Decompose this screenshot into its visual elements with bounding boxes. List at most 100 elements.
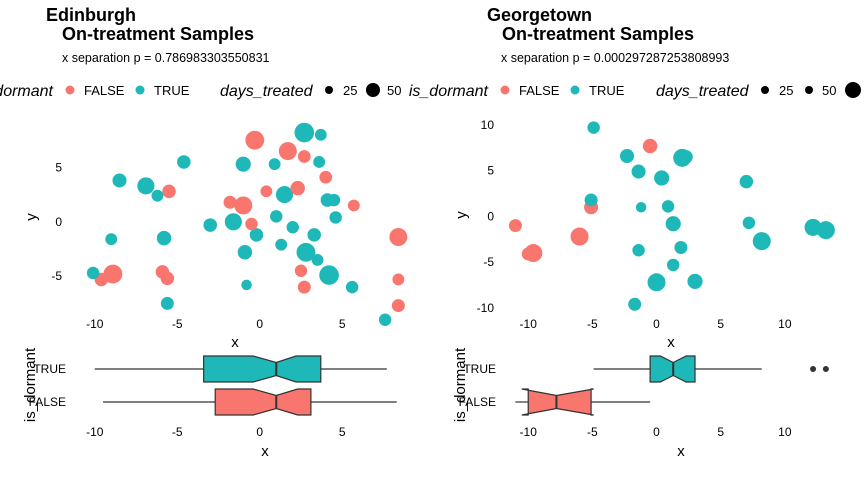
- point-dormant-false: [391, 299, 405, 313]
- legend-key-true: [570, 85, 580, 95]
- point-dormant-true: [329, 211, 342, 224]
- point-dormant-true: [268, 158, 281, 171]
- y-tick-label: -5: [483, 255, 494, 269]
- point-dormant-true: [241, 279, 252, 291]
- y-tick-label: 5: [55, 160, 62, 174]
- legend-color-title: is_dormant: [409, 83, 489, 100]
- point-dormant-true: [237, 245, 253, 260]
- legend-label-false: FALSE: [84, 83, 125, 98]
- point-dormant-false: [642, 138, 658, 154]
- legend-key-false: [65, 85, 75, 95]
- point-dormant-true: [105, 233, 118, 246]
- chart-subtitle: On-treatment Samples: [502, 24, 694, 44]
- y-tick-label: 5: [487, 164, 494, 178]
- legend-size-key-50: [366, 83, 380, 97]
- point-dormant-true: [584, 193, 598, 207]
- legend-size-label-50: 50: [387, 83, 401, 98]
- point-dormant-true: [739, 174, 754, 189]
- point-dormant-true: [587, 121, 600, 134]
- point-dormant-true: [679, 150, 693, 164]
- point-dormant-false: [294, 264, 308, 277]
- chart-subtitle: On-treatment Samples: [62, 24, 254, 44]
- box-group-label: FALSE: [29, 395, 66, 409]
- point-dormant-false: [160, 271, 175, 286]
- point-dormant-true: [314, 128, 327, 141]
- boxplot: -10 -5 0 5 TRUE FALSE: [29, 355, 397, 439]
- scatter-x-axis-label: x: [231, 334, 239, 351]
- point-dormant-true: [654, 170, 670, 186]
- point-dormant-true: [249, 228, 264, 242]
- point-dormant-true: [203, 218, 218, 232]
- point-dormant-true: [378, 313, 392, 326]
- point-dormant-true: [235, 156, 251, 172]
- box-x-tick-label: -5: [587, 425, 598, 439]
- box-outlier: [810, 366, 817, 372]
- chart-title: Georgetown: [487, 5, 592, 25]
- box-group-label: TRUE: [463, 362, 496, 376]
- legend-size-key-50: [805, 86, 813, 94]
- x-tick-label: 5: [717, 317, 724, 331]
- box-body: [214, 388, 312, 416]
- point-dormant-false: [297, 150, 311, 163]
- point-dormant-false: [570, 227, 589, 246]
- point-dormant-true: [286, 221, 299, 234]
- box-x-axis-label: x: [261, 443, 269, 460]
- legend: is_dormant FALSE TRUE days_treated 25 50: [0, 83, 401, 100]
- point-dormant-false: [297, 280, 311, 294]
- point-dormant-true: [160, 296, 174, 310]
- point-dormant-true: [112, 173, 127, 188]
- box-x-tick-label: 5: [717, 425, 724, 439]
- legend-size-label-25: 25: [343, 83, 357, 98]
- point-dormant-true: [742, 216, 756, 230]
- point-dormant-true: [635, 202, 647, 213]
- separation-annotation: x separation p = 0.786983303550831: [62, 51, 270, 65]
- point-dormant-true: [151, 189, 164, 202]
- box-body: [203, 355, 322, 383]
- x-tick-label: -10: [520, 317, 538, 331]
- point-dormant-true: [270, 210, 283, 223]
- point-dormant-true: [674, 241, 688, 255]
- box-x-tick-label: 0: [256, 425, 263, 439]
- point-dormant-false: [234, 196, 253, 215]
- point-dormant-false: [521, 247, 535, 261]
- scatter-x-axis-label: x: [667, 334, 675, 351]
- box-x-tick-label: -5: [172, 425, 183, 439]
- point-dormant-true: [632, 244, 645, 257]
- legend-color-title: is_dormant: [0, 83, 54, 100]
- boxplot: -10 -5 0 5 10 TRUE FALSE: [459, 355, 829, 439]
- point-dormant-true: [665, 216, 681, 232]
- point-dormant-true: [687, 273, 703, 289]
- scatter-plot: -10 -5 0 5 10 -10 -5 0 5 10: [477, 118, 835, 331]
- box-outlier: [822, 366, 829, 372]
- panel-georgetown: Georgetown On-treatment Samples x separa…: [409, 5, 861, 460]
- point-dormant-false: [347, 199, 360, 212]
- point-dormant-true: [313, 156, 326, 168]
- x-tick-label: 5: [339, 317, 346, 331]
- x-tick-label: -5: [172, 317, 183, 331]
- point-dormant-true: [294, 122, 315, 143]
- point-dormant-true: [275, 238, 288, 251]
- x-tick-label: 10: [778, 317, 792, 331]
- legend-size-key-extra: [845, 82, 861, 98]
- point-dormant-true: [86, 266, 100, 280]
- box-x-axis-label: x: [677, 443, 685, 460]
- point-dormant-false: [508, 219, 522, 233]
- legend-size-key-25: [325, 86, 333, 94]
- x-tick-label: 0: [653, 317, 660, 331]
- point-dormant-false: [319, 170, 333, 184]
- point-dormant-false: [389, 228, 408, 247]
- legend-size-label-25: 25: [779, 83, 793, 98]
- box-group-label: TRUE: [33, 362, 66, 376]
- box-y-axis-label: is_dormant: [22, 347, 39, 422]
- x-tick-label: -10: [86, 317, 104, 331]
- point-dormant-false: [278, 142, 297, 161]
- point-dormant-true: [647, 273, 666, 292]
- legend-label-false: FALSE: [519, 83, 560, 98]
- legend-key-false: [500, 85, 510, 95]
- point-dormant-true: [307, 228, 321, 242]
- box-group-label: FALSE: [459, 395, 496, 409]
- point-dormant-false: [245, 130, 265, 150]
- point-dormant-false: [223, 195, 237, 209]
- scatter-y-axis-label: y: [23, 213, 40, 221]
